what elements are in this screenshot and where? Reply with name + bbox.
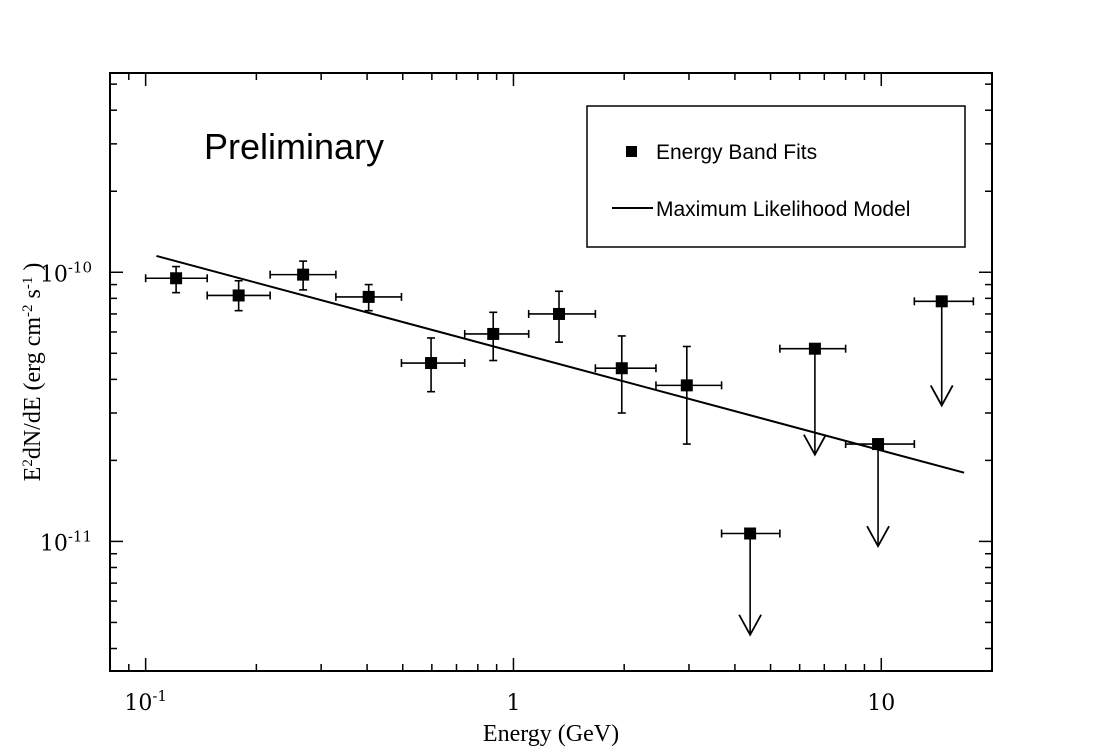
x-tick-label: 1 xyxy=(506,691,520,716)
legend-label-band-fits: Energy Band Fits xyxy=(656,141,817,164)
x-tick-label: 10 xyxy=(867,691,895,716)
model-line-group xyxy=(156,254,965,474)
data-marker xyxy=(680,379,693,392)
data-marker xyxy=(232,289,245,302)
data-point xyxy=(335,283,403,312)
data-point xyxy=(206,279,271,312)
upper-limit xyxy=(720,527,781,637)
data-marker xyxy=(297,268,310,281)
data-marker xyxy=(615,362,628,375)
y-axis-label: E2dN/dE (erg cm-2 s-1 ) xyxy=(20,263,46,482)
data-marker xyxy=(425,357,438,370)
x-tick-label: 10-1 xyxy=(124,687,167,716)
upper-limit-arrowhead xyxy=(866,525,890,549)
upper-limit xyxy=(913,295,975,408)
data-point xyxy=(594,335,657,414)
data-point xyxy=(400,337,466,393)
data-marker xyxy=(362,290,375,303)
data-marker xyxy=(744,527,757,540)
y-tick-label: 10-10 xyxy=(40,258,92,287)
data-point xyxy=(269,260,337,291)
x-axis-label: Energy (GeV) xyxy=(483,721,619,747)
legend-marker-square xyxy=(626,146,637,157)
y-tick-label: 10-11 xyxy=(40,527,92,556)
data-marker xyxy=(553,307,566,320)
data-marker xyxy=(808,342,821,355)
upper-limits-group xyxy=(720,295,975,637)
data-point xyxy=(527,290,597,343)
legend-label-model: Maximum Likelihood Model xyxy=(656,198,910,221)
data-marker xyxy=(170,272,183,285)
legend-box xyxy=(586,105,966,248)
data-points-group xyxy=(144,260,723,445)
plot-frame xyxy=(109,72,993,672)
upper-limit-arrowhead xyxy=(929,385,954,408)
data-point xyxy=(144,265,208,294)
upper-limit-arrowhead xyxy=(738,614,762,637)
upper-limit xyxy=(844,438,916,549)
legend: Energy Band Fits Maximum Likelihood Mode… xyxy=(586,105,966,248)
data-point xyxy=(463,311,530,362)
data-marker xyxy=(872,438,885,451)
data-point xyxy=(655,345,723,445)
data-marker xyxy=(487,327,500,340)
axis-ticks xyxy=(109,73,993,671)
model-line xyxy=(156,254,965,474)
preliminary-annotation: Preliminary xyxy=(204,126,384,167)
upper-limit-arrowhead xyxy=(803,434,827,457)
upper-limit xyxy=(779,342,847,457)
data-marker xyxy=(935,295,948,308)
